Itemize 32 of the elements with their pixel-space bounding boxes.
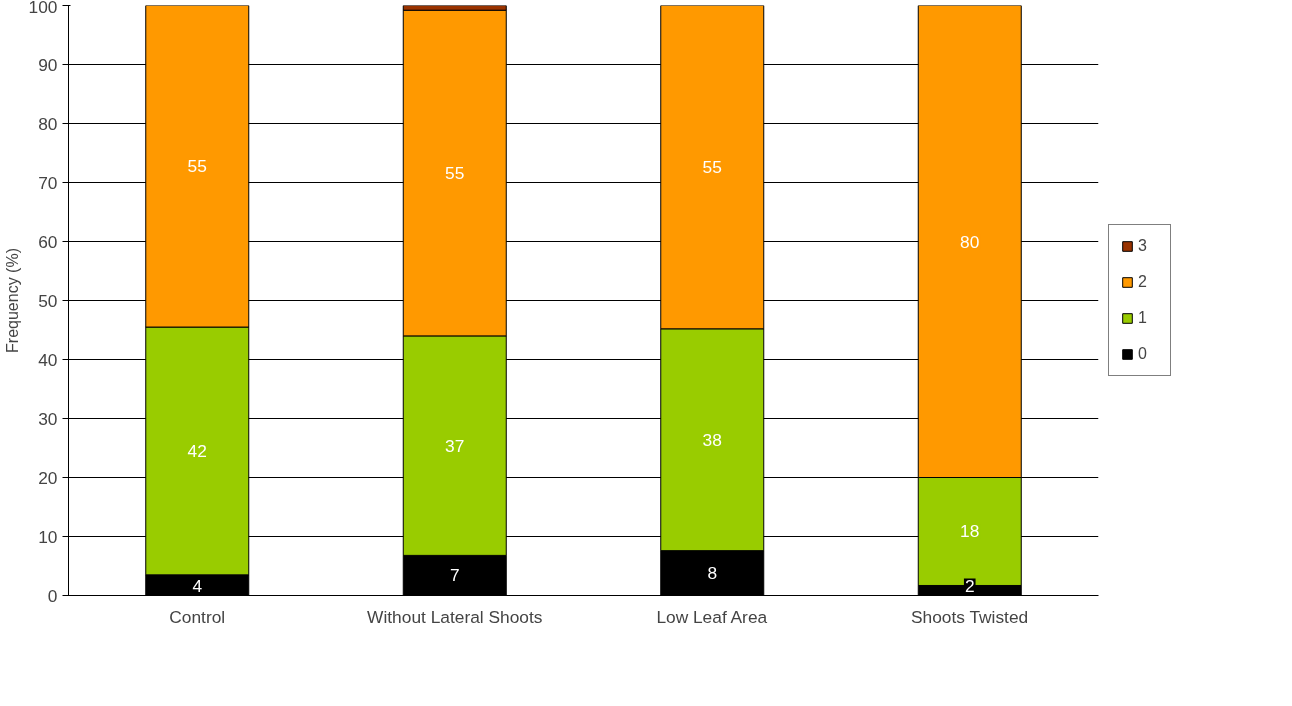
y-tick-label: 40 bbox=[38, 349, 58, 370]
y-tick-label: 90 bbox=[38, 54, 58, 75]
data-label: 55 bbox=[445, 163, 465, 184]
data-label: 55 bbox=[187, 156, 207, 177]
data-label: 37 bbox=[445, 435, 465, 456]
data-label: 4 bbox=[192, 575, 203, 596]
y-tick-label: 10 bbox=[38, 526, 58, 547]
x-tick-label: Without Lateral Shoots bbox=[367, 606, 543, 627]
legend-label: 2 bbox=[1138, 273, 1148, 291]
data-label: 8 bbox=[707, 563, 718, 584]
y-tick-label: 30 bbox=[38, 408, 58, 429]
y-tick-label: 60 bbox=[38, 231, 58, 252]
y-tick-label: 50 bbox=[38, 290, 58, 311]
data-label: 42 bbox=[187, 440, 207, 461]
x-tick-label: Control bbox=[169, 606, 226, 627]
data-label: 55 bbox=[702, 157, 722, 178]
x-tick-label: Shoots Twisted bbox=[911, 606, 1029, 627]
data-label: 2 bbox=[964, 575, 975, 596]
legend-label: 1 bbox=[1138, 309, 1148, 327]
x-tick-label: Low Leaf Area bbox=[656, 606, 768, 627]
y-tick-label: 70 bbox=[38, 172, 58, 193]
y-tick-label: 80 bbox=[38, 113, 58, 134]
y-tick-label: 20 bbox=[38, 467, 58, 488]
legend-label: 0 bbox=[1138, 345, 1148, 363]
data-label: 80 bbox=[960, 231, 980, 252]
data-label: 18 bbox=[960, 521, 980, 542]
data-label: 7 bbox=[449, 565, 460, 586]
data-label: 38 bbox=[702, 429, 722, 450]
y-tick-label: 100 bbox=[28, 0, 58, 17]
y-tick-label: 0 bbox=[47, 585, 58, 606]
legend-label: 3 bbox=[1138, 237, 1148, 255]
y-axis-title: Frequency (%) bbox=[3, 248, 21, 353]
